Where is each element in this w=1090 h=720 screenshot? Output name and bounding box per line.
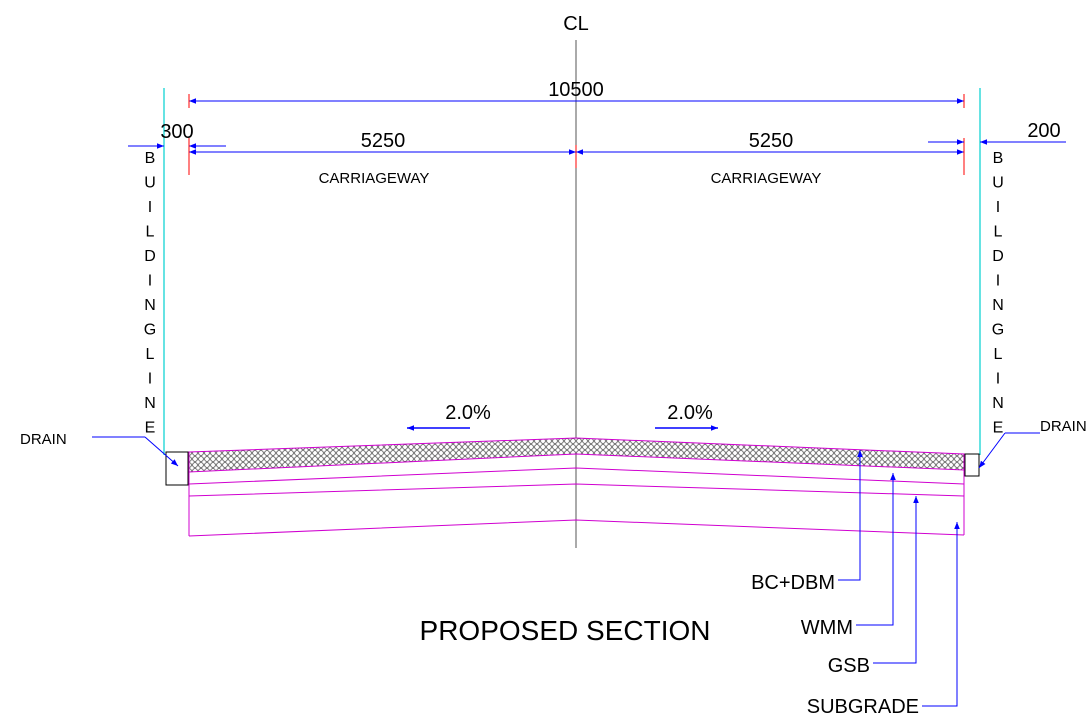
gsb-label: GSB (828, 655, 870, 677)
building-line-letter: I (148, 199, 152, 216)
building-line-letter: G (144, 322, 156, 339)
building-line-letter: B (145, 150, 156, 167)
right-drain (964, 453, 980, 477)
left-drain (165, 451, 189, 486)
building-line-letter: B (993, 150, 1004, 167)
building-line-letter: L (994, 346, 1003, 363)
building-line-letter: I (996, 199, 1000, 216)
building-line-letter: I (148, 371, 152, 388)
building-line-letter: D (992, 248, 1004, 265)
left-slope-label: 2.0% (445, 402, 491, 424)
left-drain-label: DRAIN (20, 431, 67, 448)
building-line-letter: N (144, 297, 156, 314)
wmm-leader (856, 473, 896, 626)
subgrade-layer-bottom (188, 519, 965, 537)
subgrade-label: SUBGRADE (807, 696, 919, 718)
building-line-letter: N (144, 395, 156, 412)
left-drain-leader-arrow (144, 436, 179, 467)
right-drain-leader-arrow (978, 432, 1006, 469)
total-width-label: 10500 (548, 79, 604, 101)
gsb-leader (873, 496, 919, 664)
subgrade-leader (922, 522, 960, 707)
building-line-letter: U (992, 175, 1004, 192)
centerline-label: CL (563, 13, 589, 35)
building-line-letter: L (146, 346, 155, 363)
building-line-letter: U (144, 175, 156, 192)
building-line-letter: D (144, 248, 156, 265)
left-carriageway-label: CARRIAGEWAY (319, 170, 430, 187)
building-line-letter: L (146, 224, 155, 241)
right-carriageway-label: CARRIAGEWAY (711, 170, 822, 187)
wmm-layer-bottom (188, 467, 965, 485)
building-line-letter: N (992, 395, 1004, 412)
section-title: PROPOSED SECTION (420, 615, 711, 646)
right-offset-label: 200 (1027, 120, 1060, 142)
building-line-letter: I (996, 371, 1000, 388)
building-line-letter: L (994, 224, 1003, 241)
building-line-letter: I (148, 273, 152, 290)
wmm-label: WMM (801, 617, 853, 639)
left-offset-label: 300 (160, 121, 193, 143)
building-line-letter: I (996, 273, 1000, 290)
building-line-letter: E (993, 420, 1004, 437)
building-line-letter: E (145, 420, 156, 437)
bc-dbm-label: BC+DBM (751, 572, 835, 594)
right-drain-label: DRAIN (1040, 418, 1087, 435)
bc-dbm-leader (838, 450, 863, 581)
right-half-width-label: 5250 (749, 130, 794, 152)
building-line-letter: N (992, 297, 1004, 314)
left-half-width-label: 5250 (361, 130, 406, 152)
gsb-layer-bottom (188, 483, 965, 497)
right-slope-label: 2.0% (667, 402, 713, 424)
building-line-letter: G (992, 322, 1004, 339)
